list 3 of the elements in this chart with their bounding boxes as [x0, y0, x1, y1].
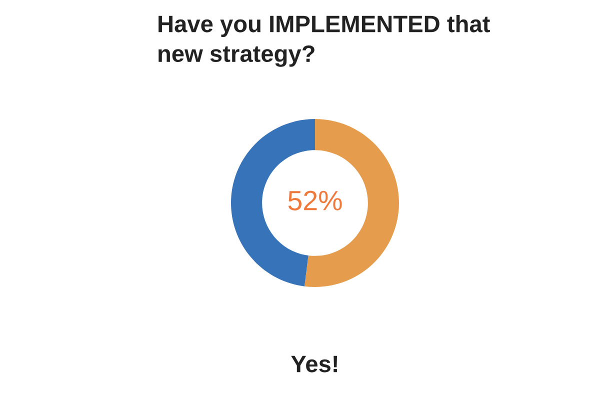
chart-title: Have you IMPLEMENTED that new strategy? — [158, 15, 490, 67]
data-label: 52% — [288, 190, 342, 210]
text: Yes! — [291, 356, 338, 372]
